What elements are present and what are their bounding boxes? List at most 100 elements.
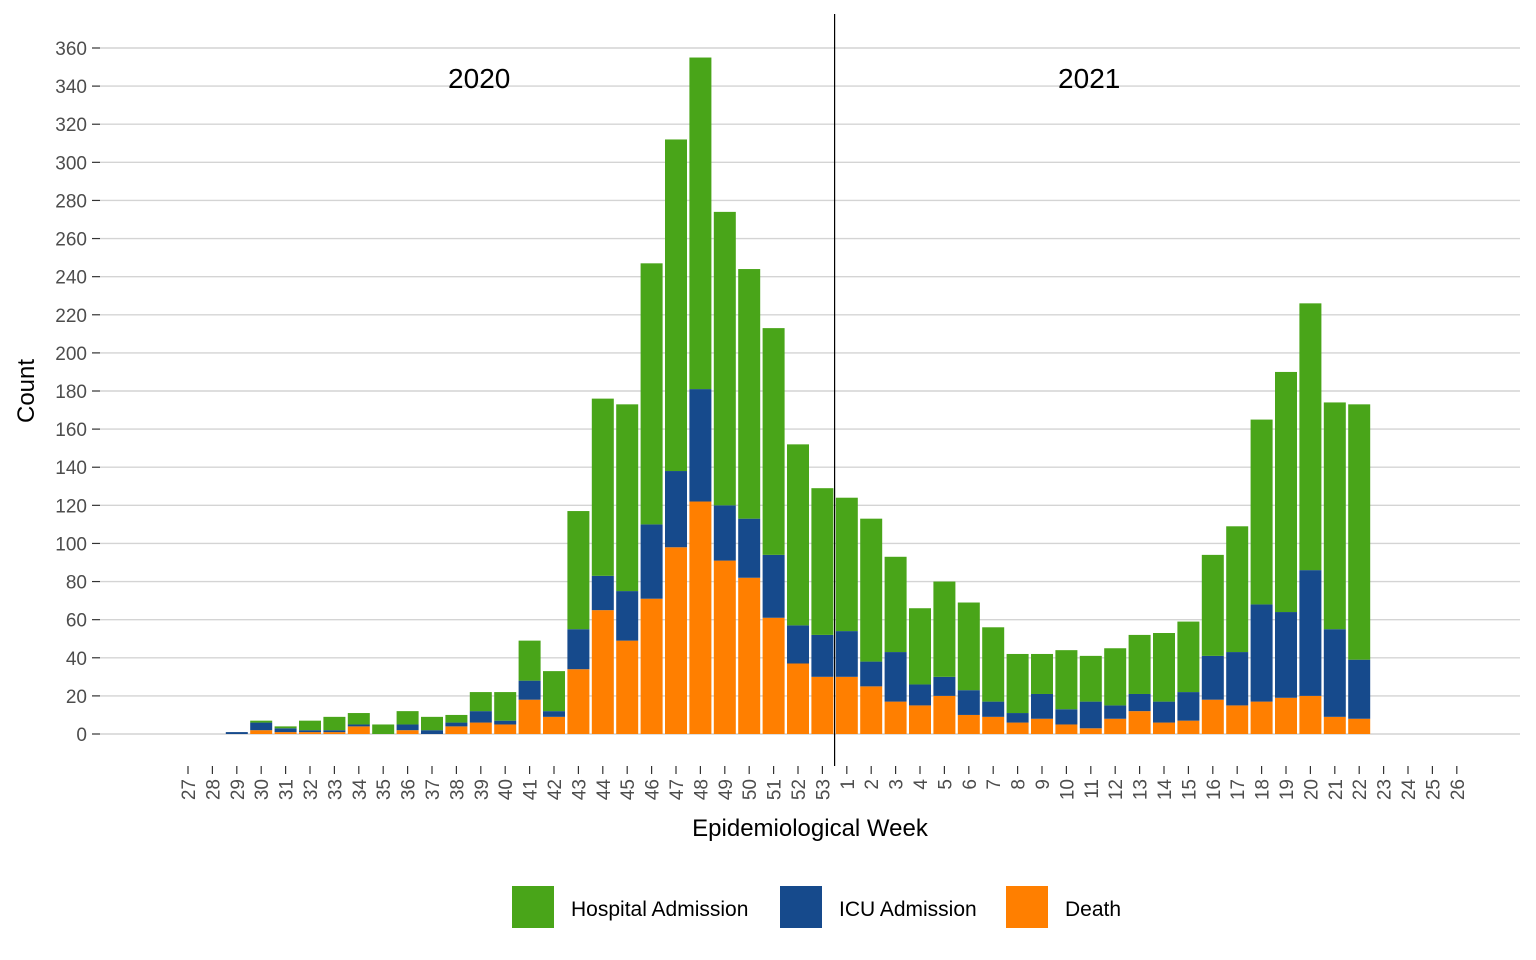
- bar-hospital-admission: [1104, 648, 1127, 706]
- bar-icu-admission: [884, 652, 907, 702]
- bar-hospital-admission: [762, 328, 785, 555]
- x-tick-label: 53: [813, 779, 834, 800]
- bar-hospital-admission: [1006, 653, 1029, 714]
- bar-hospital-admission: [1153, 633, 1175, 702]
- x-tick-label: 38: [447, 779, 468, 800]
- bar-hospital-admission: [860, 518, 883, 662]
- bar-icu-admission: [811, 634, 834, 677]
- bar-death: [787, 663, 809, 734]
- bar-icu-admission: [1128, 693, 1151, 712]
- bar-hospital-admission: [445, 714, 468, 723]
- bar-hospital-admission: [713, 211, 736, 506]
- legend: Hospital Admission ICU Admission Death: [512, 886, 1121, 928]
- x-tick-label: 11: [1082, 779, 1103, 799]
- y-tick-label: 340: [55, 77, 87, 98]
- bar-hospital-admission: [591, 398, 614, 576]
- bar-death: [347, 726, 370, 734]
- y-tick-label: 180: [55, 382, 87, 403]
- bar-hospital-admission: [543, 671, 565, 712]
- bar-hospital-admission: [1348, 404, 1371, 660]
- x-tick-label: 51: [765, 779, 786, 800]
- bar-death: [1177, 720, 1200, 734]
- x-tick-label: 30: [252, 779, 273, 800]
- bar-death: [1299, 695, 1322, 734]
- bar-hospital-admission: [469, 692, 492, 712]
- bar-icu-admission: [469, 711, 492, 723]
- x-axis: 27 28 29 30 31 32 33 34 35 36 37 38 39 40 41 42 43 44 45 46…: [179, 766, 1469, 800]
- bar-hospital-admission: [884, 556, 907, 653]
- bar-icu-admission: [1348, 659, 1371, 719]
- bar-hospital-admission: [665, 139, 687, 472]
- bar-hospital-admission: [982, 627, 1005, 702]
- bar-death: [982, 716, 1005, 734]
- bar-hospital-admission: [811, 488, 834, 635]
- bar-hospital-admission: [957, 602, 980, 691]
- bar-icu-admission: [543, 711, 565, 717]
- bar-icu-admission: [689, 389, 712, 502]
- x-tick-label: 4: [911, 779, 932, 790]
- bar-death: [274, 732, 297, 734]
- x-tick-label: 20: [1301, 779, 1322, 800]
- x-tick-label: 44: [594, 779, 615, 801]
- bar-death: [835, 676, 858, 734]
- bar-hospital-admission: [372, 724, 395, 734]
- x-tick-label: 49: [716, 779, 737, 800]
- x-tick-label: 33: [325, 779, 346, 800]
- bar-death: [1153, 722, 1175, 734]
- bar-icu-admission: [835, 631, 858, 677]
- x-tick-label: 25: [1423, 779, 1444, 800]
- bar-death: [713, 560, 736, 734]
- bar-icu-admission: [323, 730, 346, 733]
- bar-death: [811, 676, 834, 734]
- bar-death: [1128, 711, 1151, 734]
- x-tick-label: 40: [496, 779, 517, 800]
- bar-hospital-admission: [421, 716, 443, 731]
- x-tick-label: 3: [887, 779, 908, 790]
- y-tick-label: 60: [66, 611, 87, 632]
- x-tick-label: 15: [1179, 779, 1200, 800]
- bar-icu-admission: [518, 680, 541, 700]
- x-tick-label: 13: [1131, 779, 1152, 800]
- bar-hospital-admission: [1201, 554, 1224, 656]
- bar-icu-admission: [933, 676, 956, 696]
- bar-icu-admission: [787, 625, 809, 664]
- bar-death: [494, 724, 517, 734]
- bar-death: [1104, 718, 1127, 734]
- x-tick-label: 37: [423, 779, 444, 800]
- bar-icu-admission: [1104, 705, 1127, 719]
- bar-icu-admission: [982, 701, 1005, 717]
- y-tick-label: 220: [55, 306, 87, 327]
- bar-icu-admission: [250, 722, 273, 731]
- x-axis-title: Epidemiological Week: [692, 815, 929, 842]
- y-tick-label: 320: [55, 115, 87, 136]
- bar-icu-admission: [299, 730, 321, 733]
- bar-death: [762, 617, 785, 734]
- bar-icu-admission: [860, 661, 883, 687]
- legend-label: Hospital Admission: [571, 898, 748, 921]
- x-tick-label: 27: [179, 779, 200, 800]
- x-tick-label: 41: [521, 779, 542, 800]
- bar-icu-admission: [396, 724, 419, 731]
- bar-icu-admission: [225, 732, 248, 734]
- bar-death: [884, 701, 907, 734]
- bar-icu-admission: [1079, 701, 1102, 729]
- x-tick-label: 29: [228, 779, 249, 800]
- bar-icu-admission: [909, 684, 931, 706]
- x-tick-label: 1: [838, 779, 859, 790]
- bar-icu-admission: [494, 720, 517, 725]
- bar-hospital-admission: [835, 497, 858, 632]
- x-tick-label: 21: [1326, 779, 1347, 800]
- bar-death: [933, 695, 956, 734]
- bar-hospital-admission: [1250, 419, 1273, 605]
- bar-icu-admission: [713, 505, 736, 561]
- bar-hospital-admission: [518, 640, 541, 681]
- y-tick-label: 300: [55, 153, 87, 174]
- bar-death: [1275, 697, 1297, 734]
- bar-hospital-admission: [1226, 526, 1249, 653]
- bar-icu-admission: [1031, 693, 1053, 719]
- bar-hospital-admission: [494, 692, 517, 721]
- bar-death: [860, 686, 883, 734]
- bar-death: [1055, 724, 1078, 734]
- bar-death: [445, 726, 468, 734]
- legend-label: Death: [1065, 898, 1121, 921]
